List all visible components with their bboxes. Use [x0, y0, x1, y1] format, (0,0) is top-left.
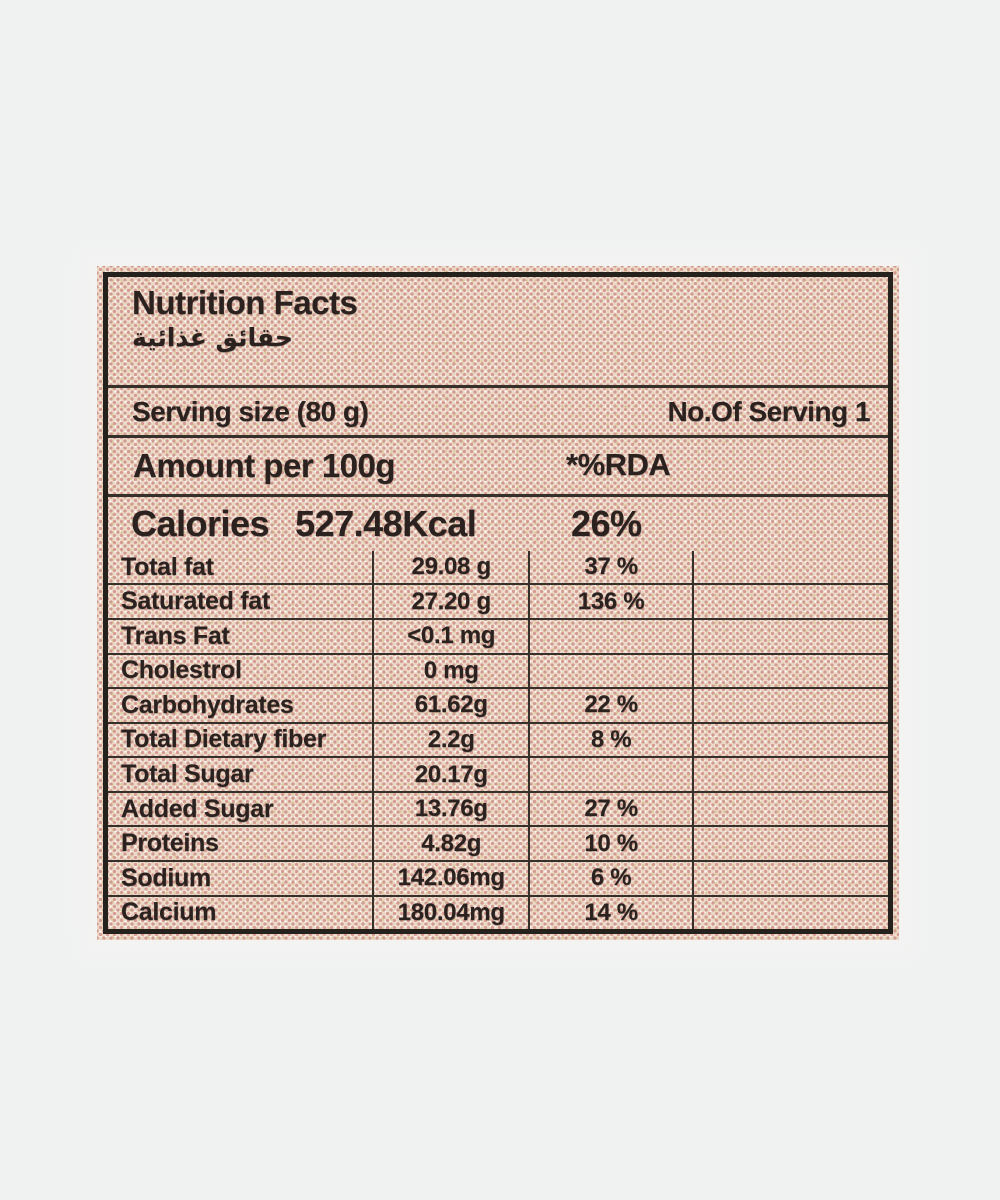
table-row: Calcium 180.04mg 14 %	[108, 894, 888, 929]
nutrient-rda	[528, 652, 694, 690]
nutrient-blank-cell	[691, 551, 888, 586]
nutrient-blank-cell	[691, 652, 888, 690]
table-row: Total Sugar 20.17g	[108, 756, 888, 793]
label-header: Nutrition Facts حقائق غذائية	[108, 277, 888, 385]
nutrient-name: Cholestrol	[108, 652, 375, 690]
servings-count-text: No.Of Serving 1	[667, 395, 870, 427]
nutrient-blank-cell	[691, 894, 888, 929]
nutrient-blank-cell	[691, 618, 888, 655]
nutrient-rda: 10 %	[528, 825, 694, 862]
nutrient-name: Total fat	[108, 551, 375, 586]
table-row: Proteins 4.82g 10 %	[108, 825, 888, 862]
nutrient-amount: 29.08 g	[372, 551, 531, 586]
nutrient-blank-cell	[691, 790, 888, 828]
nutrient-rda: 22 %	[528, 687, 694, 724]
nutrient-name: Trans Fat	[108, 618, 375, 655]
nutrient-blank-cell	[691, 687, 888, 724]
divider	[108, 435, 888, 438]
label-title-arabic: حقائق غذائية	[132, 323, 293, 353]
nutrient-rda: 136 %	[528, 583, 694, 620]
nutrient-blank-cell	[691, 721, 888, 759]
nutrition-label-border: Nutrition Facts حقائق غذائية Serving siz…	[103, 272, 893, 934]
nutrient-rda: 37 %	[528, 551, 694, 586]
nutrient-amount: 4.82g	[372, 825, 531, 862]
nutrient-table-body: Total fat 29.08 g 37 % Saturated fat 27.…	[108, 551, 888, 929]
nutrition-label: Nutrition Facts حقائق غذائية Serving siz…	[97, 266, 899, 940]
nutrient-amount: 142.06mg	[372, 859, 531, 897]
nutrient-rda	[528, 618, 694, 655]
nutrient-blank-cell	[691, 859, 888, 897]
nutrient-blank-cell	[691, 825, 888, 862]
table-row: Sodium 142.06mg 6 %	[108, 859, 888, 897]
nutrient-rda	[528, 756, 694, 793]
nutrient-name: Proteins	[108, 825, 375, 862]
amount-per-100g-heading: Amount per 100g	[133, 447, 396, 484]
nutrient-table: Total fat 29.08 g 37 % Saturated fat 27.…	[108, 551, 888, 929]
nutrient-amount: 27.20 g	[372, 583, 531, 620]
divider	[108, 385, 888, 388]
nutrient-blank-cell	[691, 756, 888, 793]
label-photo: Nutrition Facts حقائق غذائية Serving siz…	[97, 266, 899, 940]
nutrient-amount: <0.1 mg	[372, 618, 531, 655]
table-row: Total fat 29.08 g 37 %	[108, 551, 888, 586]
rda-heading: *%RDA	[566, 447, 671, 482]
calories-value: 527.48Kcal	[295, 503, 477, 544]
nutrient-amount: 13.76g	[372, 790, 531, 828]
nutrient-rda: 14 %	[528, 894, 694, 929]
table-row: Carbohydrates 61.62g 22 %	[108, 687, 888, 724]
nutrient-amount: 0 mg	[372, 652, 531, 690]
divider	[108, 494, 888, 497]
nutrient-name: Added Sugar	[108, 790, 375, 828]
table-row: Trans Fat <0.1 mg	[108, 618, 888, 655]
serving-row: Serving size (80 g) No.Of Serving 1	[108, 388, 888, 435]
nutrient-rda: 6 %	[528, 859, 694, 897]
table-row: Cholestrol 0 mg	[108, 652, 888, 690]
nutrient-name: Saturated fat	[108, 583, 375, 620]
calories-rda: 26%	[571, 503, 642, 544]
amount-header-row: Amount per 100g *%RDA	[108, 438, 888, 494]
label-title: Nutrition Facts	[132, 284, 358, 321]
nutrient-amount: 180.04mg	[372, 894, 531, 929]
calories-label: Calories	[131, 503, 270, 544]
nutrient-name: Total Dietary fiber	[108, 721, 375, 759]
nutrient-name: Calcium	[108, 894, 375, 929]
nutrient-amount: 2.2g	[372, 721, 531, 759]
table-row: Added Sugar 13.76g 27 %	[108, 790, 888, 828]
nutrient-name: Carbohydrates	[108, 687, 375, 724]
nutrient-name: Total Sugar	[108, 756, 375, 793]
table-row: Saturated fat 27.20 g 136 %	[108, 583, 888, 620]
calories-row: Calories 527.48Kcal 26%	[108, 497, 888, 551]
nutrient-amount: 61.62g	[372, 687, 531, 724]
nutrient-amount: 20.17g	[372, 756, 531, 793]
table-row: Total Dietary fiber 2.2g 8 %	[108, 721, 888, 759]
serving-size-text: Serving size (80 g)	[132, 395, 369, 427]
nutrient-blank-cell	[691, 583, 888, 620]
nutrient-rda: 27 %	[528, 790, 694, 828]
nutrient-rda: 8 %	[528, 721, 694, 759]
nutrient-name: Sodium	[108, 859, 375, 897]
